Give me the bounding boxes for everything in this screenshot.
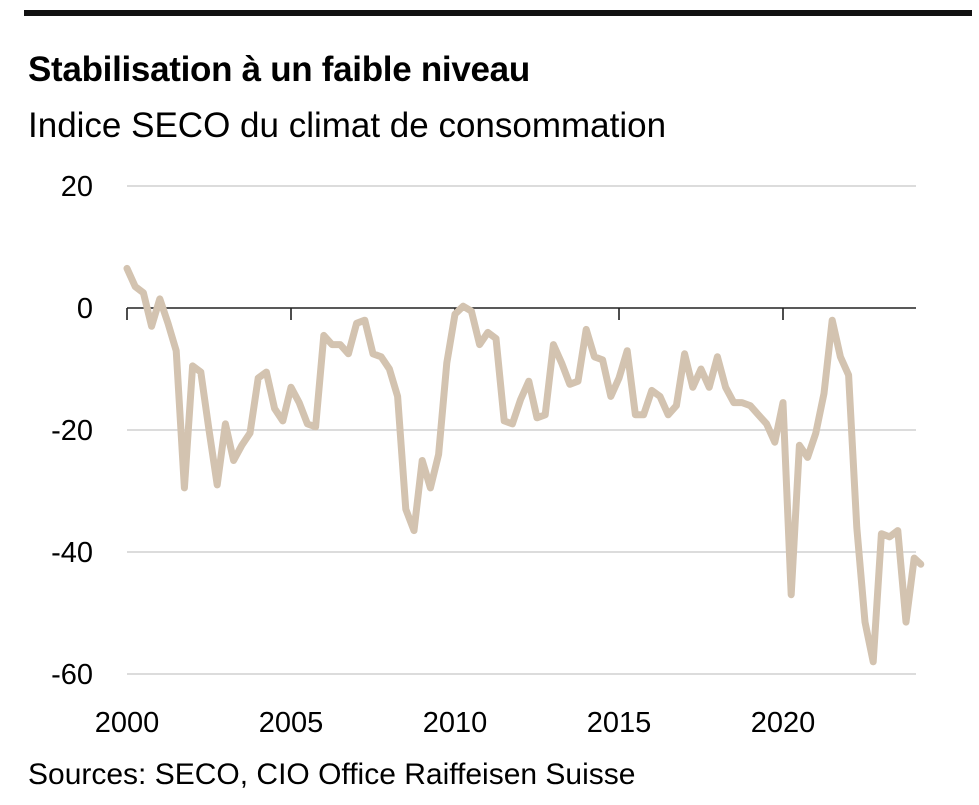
- y-tick-label: -40: [51, 537, 93, 569]
- source-note: Sources: SECO, CIO Office Raiffeisen Sui…: [28, 758, 636, 791]
- x-tick-label: 2000: [95, 707, 160, 739]
- top-rule: [24, 10, 972, 16]
- chart-subtitle: Indice SECO du climat de consommation: [28, 106, 667, 145]
- series-line-0: [123, 264, 925, 666]
- series-lines: [123, 264, 925, 666]
- x-axis-ticks: 2000 2005 2010 2015 2020: [95, 707, 816, 739]
- x-tick-label: 2005: [259, 707, 324, 739]
- gridlines: [127, 185, 916, 675]
- y-tick-label: 20: [61, 171, 93, 203]
- y-axis-ticks: 20 0 -20 -40 -60: [51, 171, 93, 691]
- y-tick-label: 0: [77, 293, 93, 325]
- x-tick-label: 2010: [423, 707, 488, 739]
- y-tick-label: -20: [51, 415, 93, 447]
- x-tick-label: 2015: [587, 707, 652, 739]
- chart-title: Stabilisation à un faible niveau: [28, 50, 530, 89]
- y-tick-label: -60: [51, 659, 93, 691]
- x-axis: [126, 307, 916, 320]
- x-tick-label: 2020: [751, 707, 816, 739]
